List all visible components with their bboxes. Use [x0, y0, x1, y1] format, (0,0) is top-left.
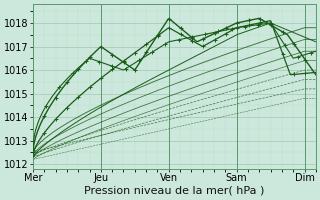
X-axis label: Pression niveau de la mer( hPa ): Pression niveau de la mer( hPa ) [84, 186, 265, 196]
